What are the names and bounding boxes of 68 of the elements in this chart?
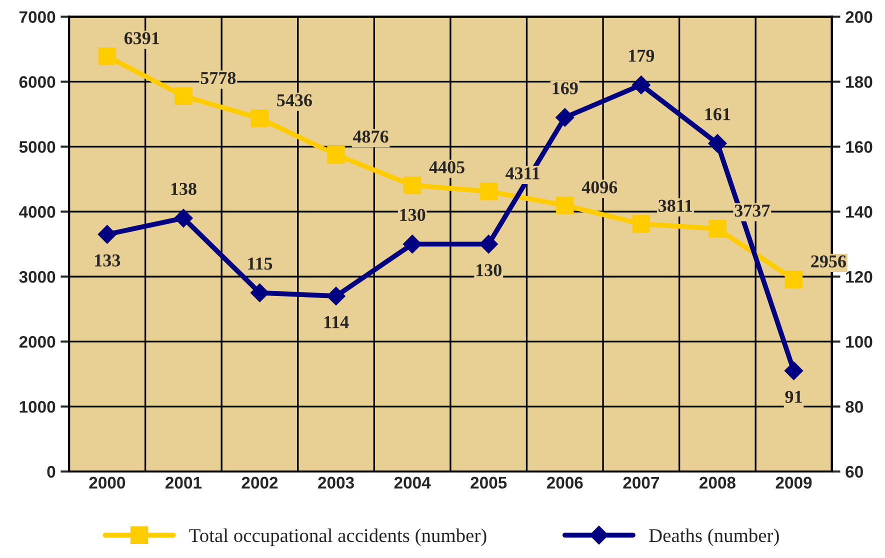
data-label: 133	[95, 254, 120, 267]
point	[250, 109, 269, 128]
data-label: 4405	[429, 161, 464, 174]
x-tick-label: 2008	[700, 476, 736, 489]
x-tick-label: 2000	[89, 476, 126, 489]
x-tick-label: 2009	[776, 476, 812, 489]
point	[326, 286, 346, 306]
y2-tick-label: 140	[846, 206, 872, 218]
point	[708, 134, 727, 153]
point	[784, 270, 803, 288]
x-tick-label: 2007	[623, 476, 659, 489]
x-tick-label: 2001	[166, 476, 202, 489]
data-label: 5778	[200, 72, 236, 84]
y-tick-label: 5000	[19, 141, 56, 153]
data-label: 161	[705, 108, 730, 120]
point	[632, 76, 651, 94]
data-label: 138	[171, 182, 196, 196]
data-label: 3737	[734, 204, 770, 217]
data-label: 130	[400, 208, 426, 222]
legend-label: Deaths (number)	[649, 528, 779, 546]
point	[98, 225, 117, 244]
y-tick-label: 2000	[19, 336, 56, 348]
data-label: 3811	[658, 200, 692, 212]
data-label: 179	[629, 50, 654, 62]
data-label: 169	[552, 82, 578, 94]
y-tick-label: 0	[47, 466, 56, 478]
data-label: 130	[476, 264, 502, 276]
y-tick-label: 7000	[19, 11, 56, 23]
point	[556, 196, 574, 214]
y2-tick-label: 160	[846, 141, 872, 153]
y2-tick-label: 120	[846, 271, 872, 283]
y2-tick-label: 100	[846, 336, 872, 348]
data-label: 6391	[124, 32, 160, 44]
point	[708, 220, 726, 238]
point	[402, 234, 422, 254]
data-label: 2956	[811, 255, 846, 268]
data-label: 4876	[352, 130, 388, 143]
data-label: 114	[324, 316, 349, 328]
legend-label: Total occupational accidents (number)	[189, 528, 486, 546]
y-tick-label: 4000	[19, 206, 56, 218]
point	[250, 283, 270, 302]
point	[403, 176, 422, 194]
x-tick-label: 2003	[318, 476, 354, 489]
point	[556, 108, 574, 127]
x-tick-label: 2004	[394, 476, 431, 489]
data-label: 4096	[582, 181, 618, 194]
point	[784, 361, 804, 380]
point	[174, 87, 192, 105]
y-tick-label: 6000	[19, 76, 56, 88]
x-tick-label: 2005	[470, 476, 507, 489]
point	[327, 146, 345, 164]
data-label: 115	[248, 258, 272, 270]
point	[174, 208, 193, 228]
point	[632, 215, 650, 233]
point	[479, 234, 498, 254]
x-tick-label: 2006	[546, 476, 583, 489]
y-tick-label: 3000	[19, 271, 56, 283]
y2-tick-label: 200	[846, 11, 872, 23]
data-label: 91	[785, 390, 802, 403]
data-label: 5436	[277, 94, 312, 106]
y-tick-label: 1000	[20, 400, 56, 413]
y2-tick-label: 180	[846, 76, 872, 88]
point	[98, 47, 116, 66]
y2-tick-label: 80	[846, 400, 863, 413]
data-label: 4311	[506, 167, 540, 180]
x-tick-label: 2002	[242, 476, 278, 489]
y2-tick-label: 60	[846, 466, 863, 478]
point	[480, 182, 498, 200]
